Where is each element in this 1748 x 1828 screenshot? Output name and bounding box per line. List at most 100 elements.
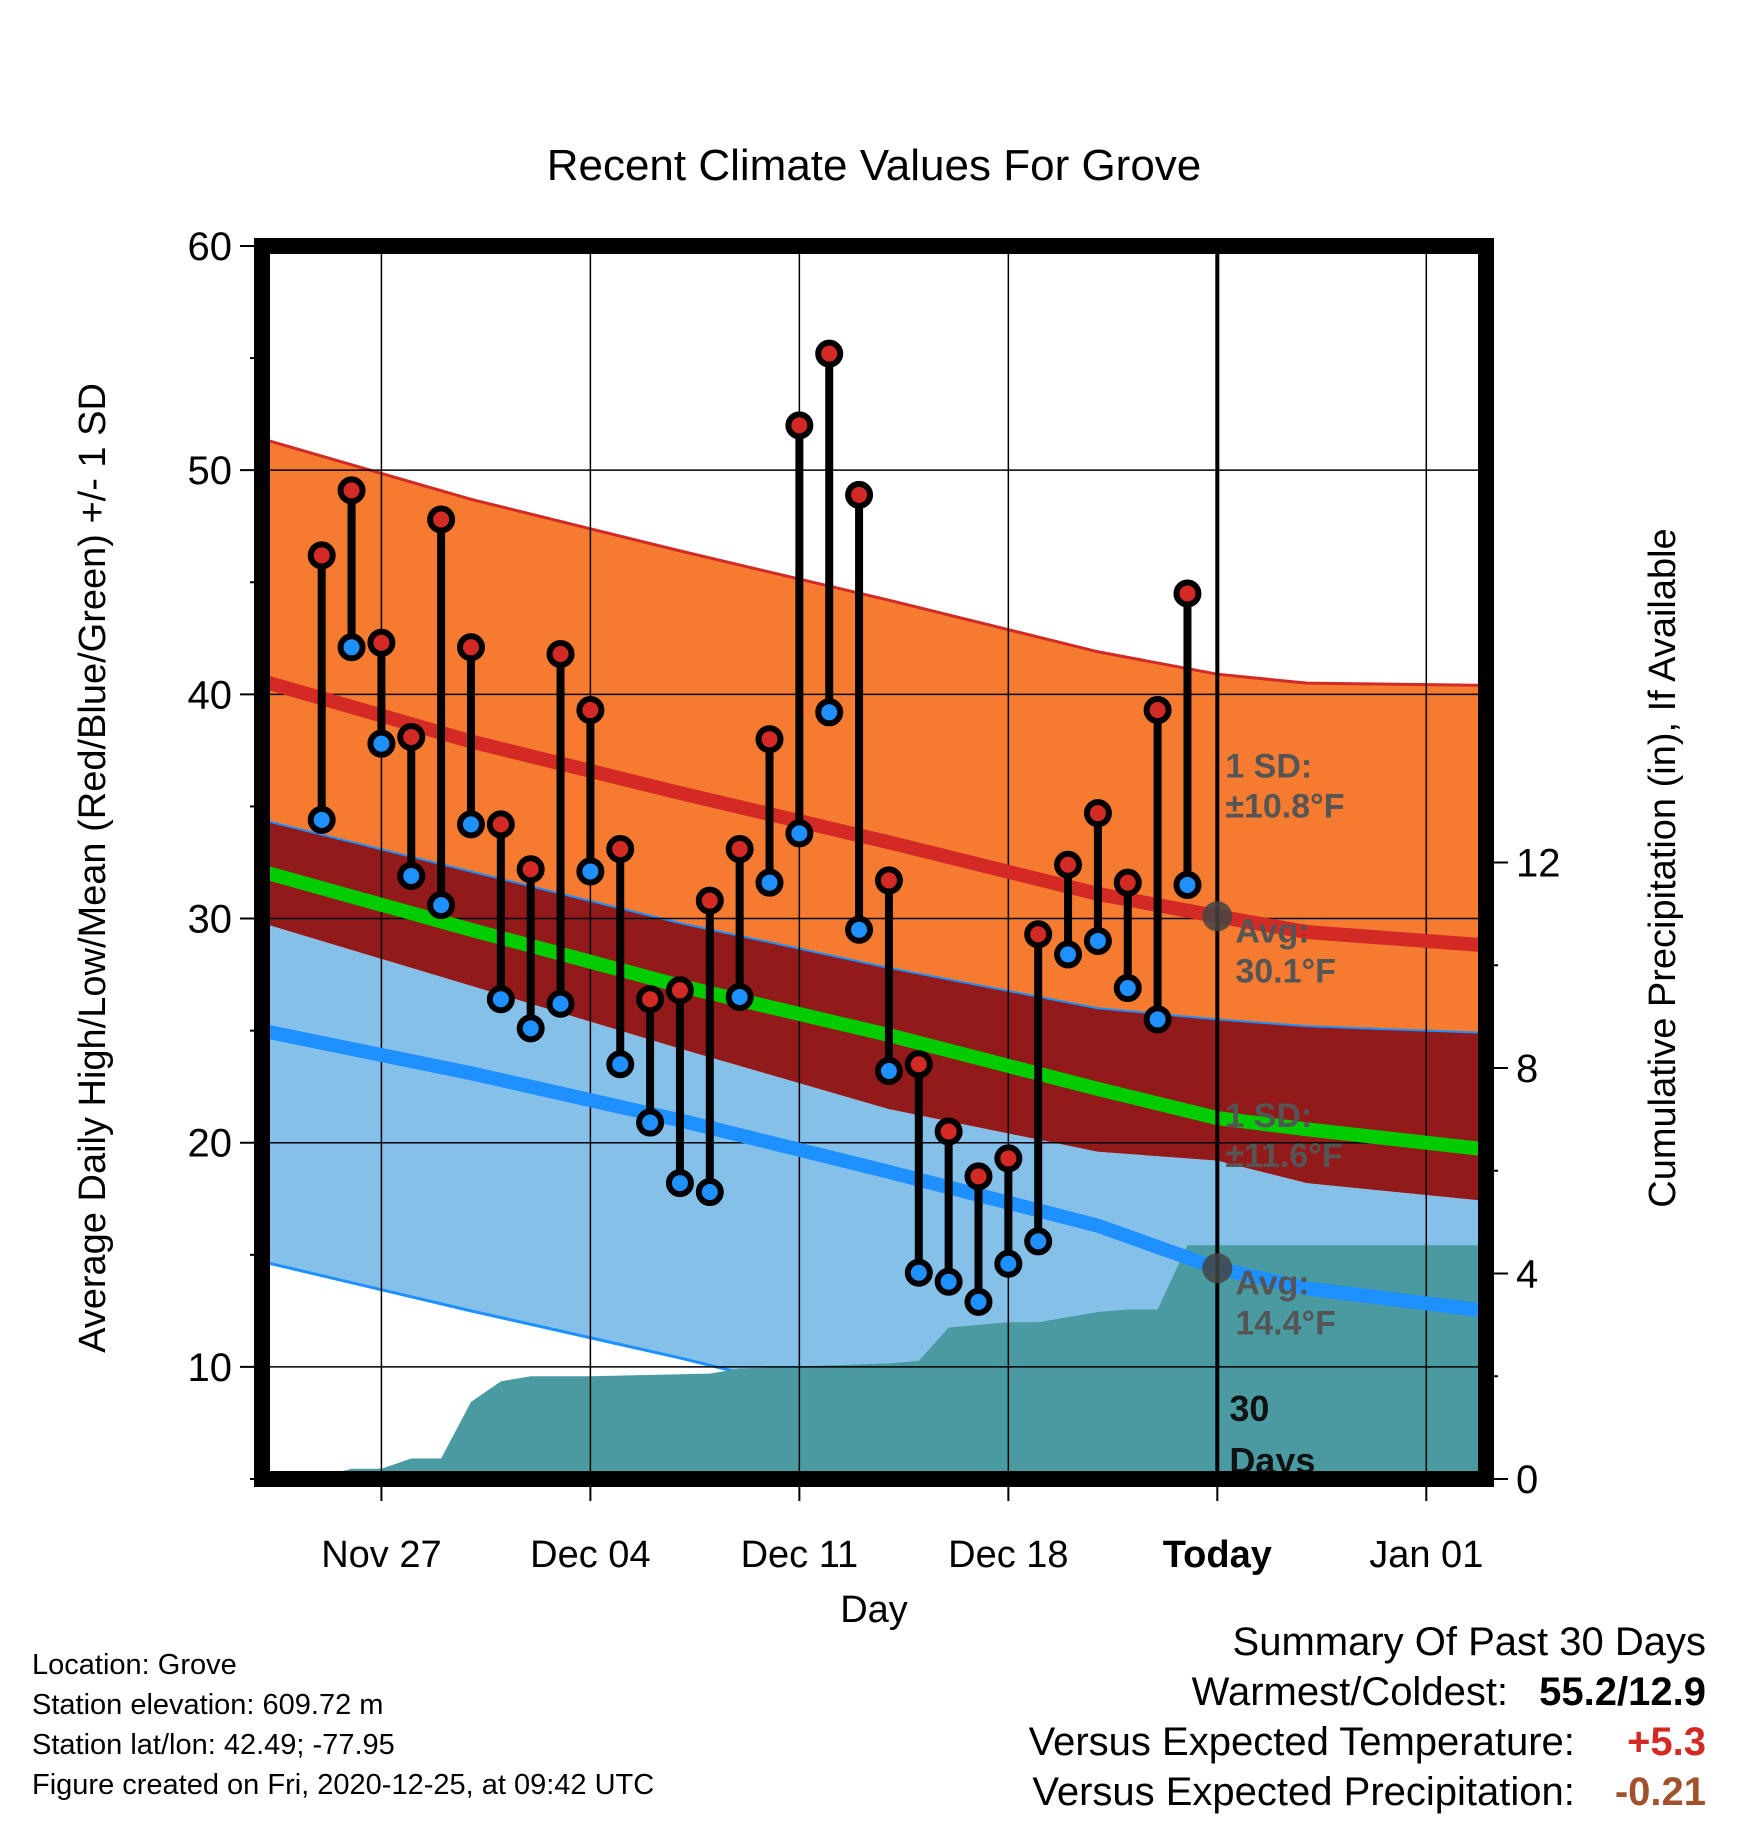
- daily-low-point: [1143, 1005, 1172, 1034]
- y-tick-label: 10: [188, 1346, 233, 1390]
- daily-high-point: [1113, 868, 1142, 897]
- daily-high-point: [785, 411, 814, 440]
- daily-low-point: [397, 861, 426, 890]
- daily-low-point: [1173, 870, 1202, 899]
- high-mean-line: [262, 674, 1486, 953]
- summary-warmest: Warmest/Coldest: 55.2/12.9: [1192, 1670, 1706, 1715]
- y-tick-label: 20: [188, 1122, 233, 1166]
- daily-high-point: [845, 480, 874, 509]
- low-mean-line: [262, 1023, 1486, 1318]
- daily-high-point: [904, 1050, 933, 1079]
- daily-low-point: [815, 698, 844, 727]
- daily-low-point: [874, 1056, 903, 1085]
- daily-high-point: [1054, 850, 1083, 879]
- daily-low-point: [367, 729, 396, 758]
- daily-high-point: [427, 505, 456, 534]
- daily-low-point: [934, 1267, 963, 1296]
- daily-high-point: [486, 810, 515, 839]
- precip-value: -0.21: [1614, 1770, 1706, 1814]
- y-tick-label: 50: [188, 449, 233, 493]
- warmest-label: Warmest/Coldest:: [1191, 1670, 1509, 1714]
- daily-high-point: [725, 835, 754, 864]
- daily-high-point: [367, 628, 396, 657]
- daily-high-point: [874, 866, 903, 895]
- chart-title: Recent Climate Values For Grove: [547, 141, 1202, 190]
- daily-high-point: [964, 1162, 993, 1191]
- x-tick-label: Nov 27: [321, 1534, 441, 1576]
- daily-low-point: [785, 819, 814, 848]
- x-tick-label: Today: [1163, 1534, 1272, 1576]
- daily-low-point: [1024, 1227, 1053, 1256]
- daily-high-point: [516, 855, 545, 884]
- daily-low-point: [1054, 940, 1083, 969]
- summary-precipitation: Versus Expected Precipitation: -0.21: [1032, 1770, 1706, 1815]
- daily-high-point: [636, 985, 665, 1014]
- daily-low-point: [427, 891, 456, 920]
- temp-value: +5.3: [1627, 1720, 1706, 1764]
- annotation-label: Avg:: [1235, 1264, 1309, 1302]
- today-high-mean-marker: [1202, 901, 1233, 932]
- daily-low-point: [337, 633, 366, 662]
- daily-low-point: [636, 1108, 665, 1137]
- daily-low-point: [456, 810, 485, 839]
- daily-low-point: [576, 857, 605, 886]
- annotation-value: ±11.6°F: [1225, 1137, 1342, 1175]
- today-low-mean-marker: [1202, 1253, 1233, 1284]
- temp-label: Versus Expected Temperature:: [1028, 1720, 1575, 1764]
- daily-high-point: [1083, 799, 1112, 828]
- daily-high-point: [1024, 920, 1053, 949]
- daily-low-point: [964, 1287, 993, 1316]
- daily-low-point: [755, 868, 784, 897]
- y-tick-label: 40: [188, 673, 233, 717]
- daily-low-point: [546, 989, 575, 1018]
- daily-high-point: [934, 1117, 963, 1146]
- y2-tick-label: 12: [1516, 842, 1561, 886]
- daily-high-point: [456, 633, 485, 662]
- y-tick-label: 30: [188, 898, 233, 942]
- daily-high-point: [576, 696, 605, 725]
- daily-low-point: [994, 1249, 1023, 1278]
- warmest-value: 55.2/12.9: [1539, 1670, 1706, 1714]
- station-elevation: Station elevation: 609.72 m: [32, 1689, 384, 1721]
- y-tick-label: 60: [188, 225, 233, 269]
- daily-low-point: [665, 1169, 694, 1198]
- daily-low-point: [695, 1178, 724, 1207]
- y2-tick-label: 4: [1516, 1253, 1538, 1297]
- x-tick-label: Jan 01: [1369, 1534, 1483, 1576]
- daily-low-point: [486, 985, 515, 1014]
- y-axis-title: Average Daily High/Low/Mean (Red/Blue/Gr…: [72, 383, 114, 1353]
- y2-axis-title: Cumulative Precipitation (in), If Availa…: [1642, 528, 1684, 1207]
- daily-high-point: [815, 339, 844, 368]
- daily-high-point: [397, 722, 426, 751]
- daily-low-point: [1083, 926, 1112, 955]
- figure-created: Figure created on Fri, 2020-12-25, at 09…: [32, 1769, 655, 1801]
- daily-high-point: [546, 640, 575, 669]
- high-upper-line: [262, 437, 1486, 687]
- daily-high-point: [307, 541, 336, 570]
- precip-label: Versus Expected Precipitation:: [1032, 1770, 1575, 1814]
- daily-high-point: [1143, 696, 1172, 725]
- daily-low-point: [845, 915, 874, 944]
- summary-title: Summary Of Past 30 Days: [1232, 1620, 1706, 1664]
- y2-tick-label: 0: [1516, 1458, 1538, 1502]
- daily-low-point: [516, 1014, 545, 1043]
- y2-tick-label: 8: [1516, 1047, 1538, 1091]
- annotation-label: 1 SD:: [1225, 747, 1312, 785]
- precip-area: [262, 1245, 1486, 1479]
- daily-high-point: [695, 886, 724, 915]
- station-latlon: Station lat/lon: 42.49; -77.95: [32, 1729, 395, 1761]
- avg-mean-line: [262, 864, 1486, 1157]
- daily-high-point: [755, 725, 784, 754]
- daily-high-point: [337, 476, 366, 505]
- daily-low-point: [725, 983, 754, 1012]
- daily-high-point: [994, 1144, 1023, 1173]
- daily-low-point: [904, 1258, 933, 1287]
- today-days-label: 30: [1229, 1388, 1269, 1429]
- daily-high-point: [606, 835, 635, 864]
- daily-low-point: [307, 805, 336, 834]
- daily-low-point: [606, 1050, 635, 1079]
- x-tick-label: Dec 04: [530, 1534, 650, 1576]
